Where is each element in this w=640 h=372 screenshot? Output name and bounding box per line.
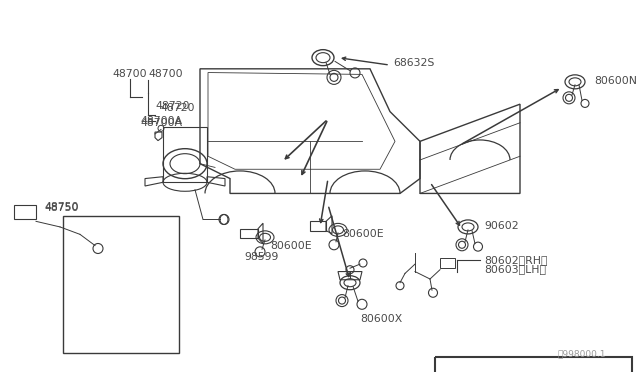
Text: 48750: 48750 bbox=[44, 203, 79, 213]
Text: 48700A: 48700A bbox=[140, 116, 182, 126]
Text: 80600X: 80600X bbox=[360, 314, 403, 324]
Bar bbox=[163, 127, 207, 182]
Text: 80603〈LH〉: 80603〈LH〉 bbox=[484, 264, 546, 273]
Text: 48700A: 48700A bbox=[140, 118, 182, 128]
Bar bbox=[63, 216, 179, 353]
Text: 98599: 98599 bbox=[244, 252, 278, 262]
Text: 80600N: 80600N bbox=[594, 76, 637, 86]
Text: 48700: 48700 bbox=[113, 70, 147, 79]
Text: 80600E: 80600E bbox=[342, 229, 383, 238]
Text: 48720: 48720 bbox=[160, 103, 195, 113]
Text: 㦙998000.1: 㦙998000.1 bbox=[558, 349, 607, 358]
Text: 90602: 90602 bbox=[484, 221, 518, 231]
Bar bbox=[435, 357, 632, 372]
Bar bbox=[14, 205, 36, 219]
Bar bbox=[440, 258, 455, 268]
Text: 48750: 48750 bbox=[44, 202, 79, 212]
Text: 48720: 48720 bbox=[155, 101, 189, 111]
Text: 68632S: 68632S bbox=[393, 58, 435, 68]
Text: 48700: 48700 bbox=[148, 70, 182, 79]
Text: 80600E: 80600E bbox=[270, 241, 312, 250]
Text: 80602〈RH〉: 80602〈RH〉 bbox=[484, 255, 547, 264]
